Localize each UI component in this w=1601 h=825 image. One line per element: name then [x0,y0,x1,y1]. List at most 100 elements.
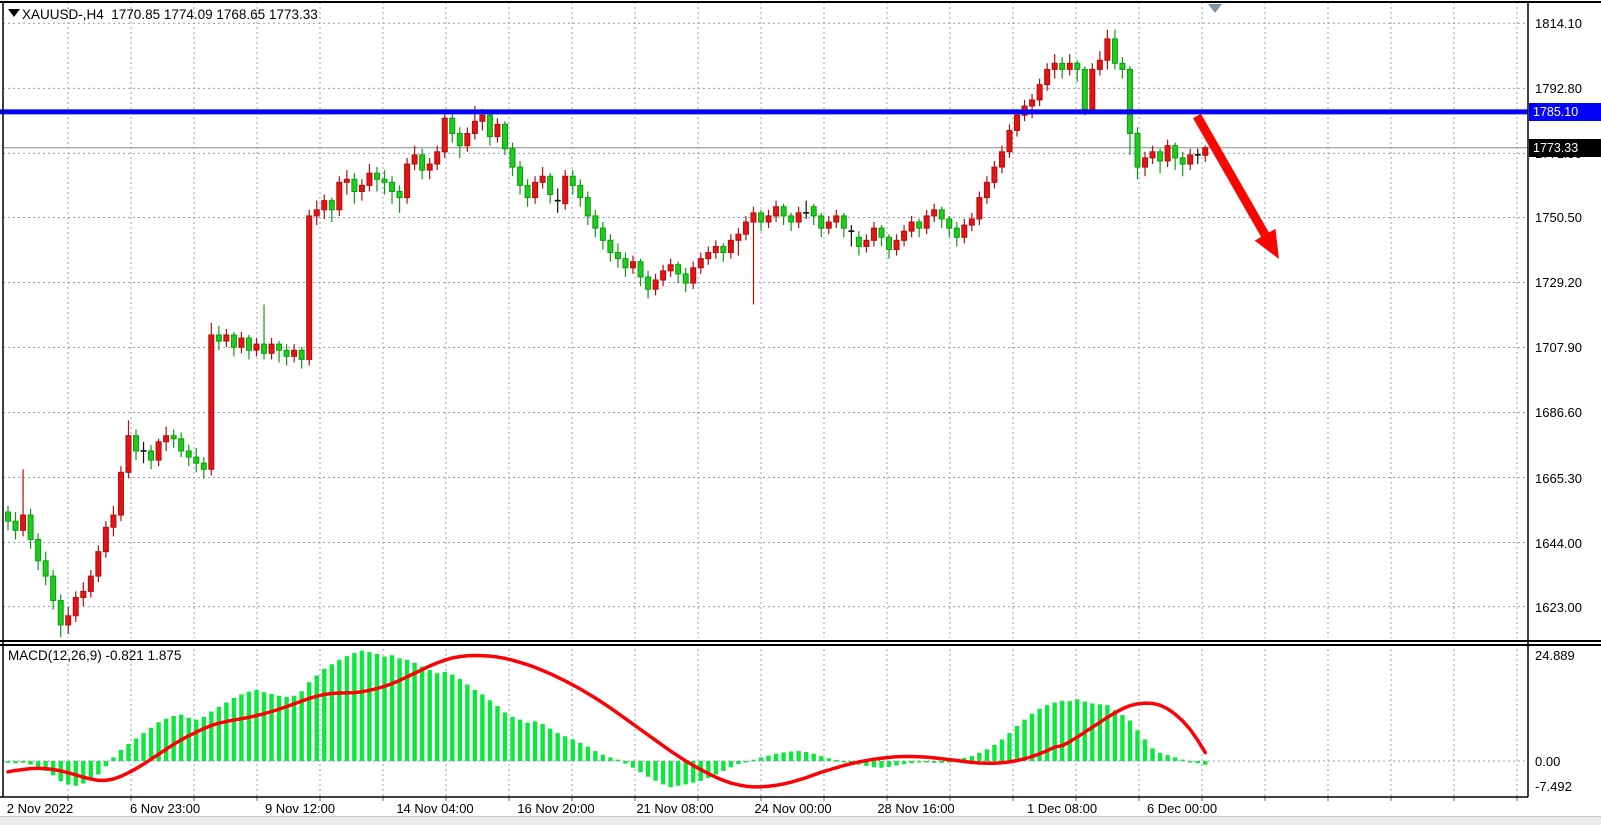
macd-histogram-bar [916,761,922,763]
candle-body [381,178,388,183]
macd-histogram-bar [969,756,975,761]
macd-histogram-bar [766,755,771,761]
macd-histogram-bar [653,761,658,781]
macd-histogram-bar [532,721,538,761]
candle-body [758,212,764,223]
macd-histogram-bar [261,692,267,761]
macd-histogram-bar [1165,755,1170,761]
macd-histogram-bar [811,753,816,761]
candle-body [569,175,576,186]
macd-histogram-bar [630,761,636,768]
macd-histogram-bar [864,761,869,766]
macd-histogram-bar [826,758,831,761]
macd-histogram-bar [1180,759,1185,762]
macd-histogram-bar [1022,719,1027,761]
candle-body [396,190,403,199]
candle-body [1111,38,1118,64]
macd-histogram-bar [201,716,206,761]
macd-histogram-bar [931,761,937,763]
macd-histogram-bar [758,757,764,761]
resistance-price-badge: 1785.10 [1529,102,1601,121]
macd-histogram-bar [1105,705,1110,761]
macd-histogram-bar [322,668,327,761]
macd-histogram-bar [871,761,877,768]
macd-histogram-bar [141,733,146,761]
candle-body [863,239,870,247]
macd-histogram-bar [510,716,515,761]
macd-histogram-bar [691,761,696,783]
candle-body [780,206,787,217]
candle-body [1096,59,1103,70]
macd-histogram-bar [344,656,350,761]
candle-body [840,215,847,229]
macd-histogram-bar [495,706,500,761]
candle-body [509,148,516,168]
price-axis-label: 1707.90 [1535,340,1582,356]
candle-body [983,181,990,199]
macd-histogram-bar [1007,733,1012,761]
macd-histogram-bar [585,746,591,761]
price-axis-label: 1686.60 [1535,405,1582,421]
macd-indicator-label: MACD(12,26,9) -0.821 1.875 [8,648,182,663]
candle-body [1036,84,1043,101]
price-axis-label: 1750.50 [1535,210,1582,226]
macd-histogram-bar [1097,704,1103,761]
price-axis-label: 1792.80 [1535,81,1582,97]
macd-histogram-bar [329,664,334,761]
macd-histogram-bar [1157,752,1163,761]
macd-histogram-bar [540,724,545,761]
macd-histogram-bar [442,671,447,761]
macd-histogram-bar [886,761,892,767]
symbol-dropdown-icon[interactable] [8,9,20,17]
candle-body [1029,99,1036,107]
macd-histogram-bar [992,744,997,761]
candle-body [584,197,591,217]
price-axis-label: 1623.00 [1535,599,1582,615]
macd-histogram-bar [1188,761,1193,763]
macd-histogram-bar [728,761,734,768]
macd-histogram-bar [1037,708,1042,761]
macd-histogram-bar [88,761,94,780]
candle-body [720,245,727,254]
candle-body [562,175,569,205]
down-arrow-shaft[interactable] [1193,113,1269,237]
price-axis-label: 1644.00 [1535,535,1582,551]
candle-body [276,343,283,351]
panel-separator-bottom[interactable] [0,644,1601,646]
macd-histogram-bar [638,761,643,773]
macd-histogram-bar [269,693,274,761]
scroll-marker-icon[interactable] [1208,4,1222,13]
candle-body [200,462,207,470]
candle-body [155,441,162,461]
candle-body [637,261,644,278]
macd-histogram-bar [1195,761,1200,764]
macd-histogram-bar [224,702,229,761]
candle-body [765,215,772,223]
panel-separator-top[interactable] [0,640,1601,642]
candle-body [607,239,614,254]
candle-body [690,267,697,284]
candle-body [976,197,983,220]
macd-histogram-bar [13,761,18,764]
candle-body [629,261,636,269]
down-arrow-head[interactable] [1254,228,1279,259]
candle-body [351,178,358,192]
candle-body [998,151,1005,168]
candle-body [434,151,441,165]
macd-histogram-bar [20,761,26,763]
macd-histogram-bar [254,689,259,761]
candle-body [441,117,448,153]
macd-histogram-bar [1150,748,1155,761]
candle-body [908,221,915,232]
time-axis-label: 1 Dec 08:00 [1026,801,1098,816]
candle-body [592,215,599,229]
candle-body [148,450,155,461]
candle-body [946,218,953,229]
candle-body [697,258,704,269]
candle-body [426,163,433,171]
macd-histogram-bar [96,761,101,775]
macd-histogram-bar [608,757,613,761]
macd-histogram-bar [43,761,48,771]
candle-body [261,343,268,354]
